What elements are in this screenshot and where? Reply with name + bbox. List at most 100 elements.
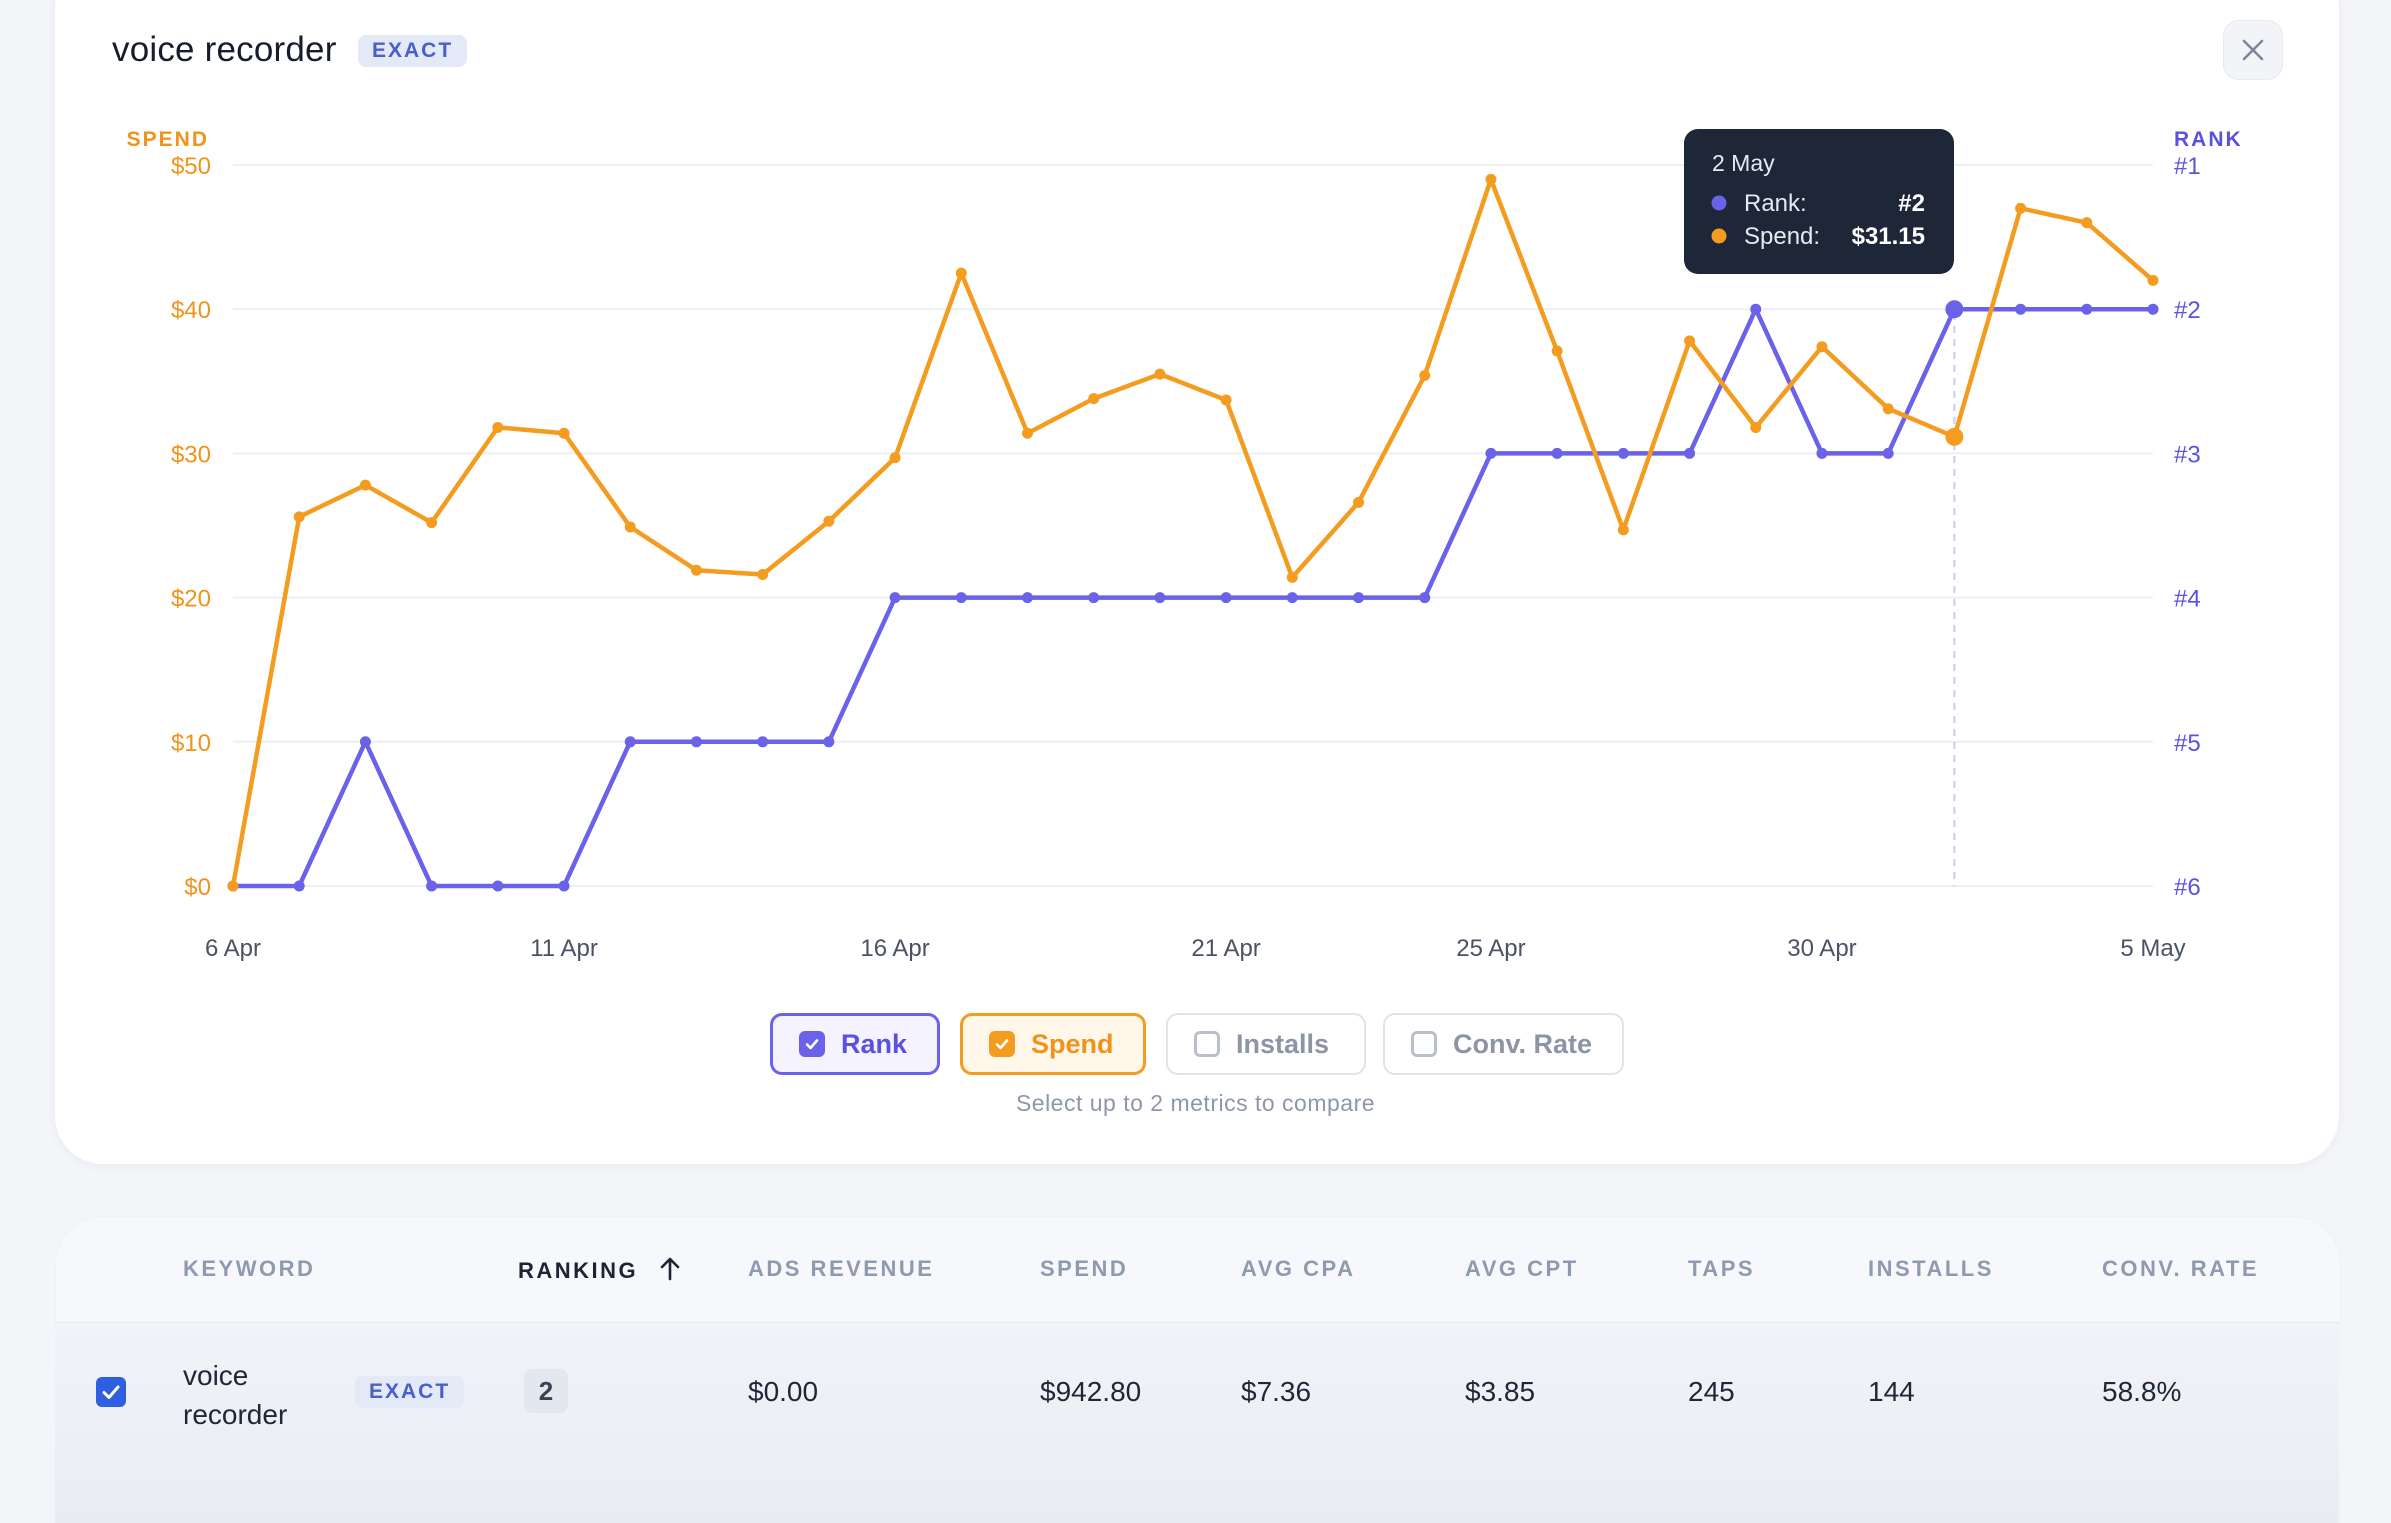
row-avg-cpt: $3.85 — [1465, 1376, 1536, 1407]
data-point-spend — [1353, 496, 1365, 508]
row-checkbox[interactable] — [96, 1377, 126, 1407]
data-point-spend — [1882, 403, 1894, 415]
data-point-spend — [955, 267, 967, 279]
data-point-rank — [492, 880, 504, 892]
column-header-conv-rate[interactable]: CONV. RATE — [2102, 1256, 2260, 1281]
data-point-spend — [823, 515, 835, 527]
legend-label: Rank — [841, 1028, 908, 1059]
legend-toggle-conv-rate[interactable]: Conv. Rate — [1383, 1013, 1624, 1075]
data-point-rank — [1485, 447, 1497, 459]
data-point-rank — [1021, 592, 1033, 604]
data-point-spend — [1617, 524, 1629, 536]
tooltip-label: Spend: — [1744, 223, 1820, 250]
checkbox-empty-icon — [1194, 1031, 1220, 1057]
match-type-badge: EXACT — [358, 35, 468, 67]
tooltip-date: 2 May — [1712, 150, 1775, 176]
row-spend: $942.80 — [1040, 1376, 1142, 1407]
data-point-spend — [757, 569, 769, 581]
x-tick-label: 25 Apr — [1456, 935, 1525, 962]
checkmark-icon — [102, 1385, 120, 1399]
x-tick-label: 6 Apr — [205, 935, 261, 962]
column-header-avg-cpt[interactable]: AVG CPT — [1465, 1256, 1579, 1281]
data-point-rank — [426, 880, 438, 892]
data-point-spend — [1945, 427, 1964, 446]
row-keyword-line: voice — [183, 1360, 249, 1391]
data-point-spend — [1021, 427, 1033, 439]
data-point-spend — [889, 452, 901, 464]
data-point-rank — [558, 880, 570, 892]
tooltip-value: $31.15 — [1852, 223, 1925, 250]
data-point-spend — [293, 511, 305, 523]
data-point-spend — [2015, 202, 2027, 214]
tooltip-swatch — [1711, 228, 1727, 244]
data-point-rank — [1220, 592, 1232, 604]
tooltip-label: Rank: — [1744, 190, 1807, 217]
row-keyword-line: recorder — [183, 1399, 288, 1430]
data-point-spend — [1684, 335, 1696, 347]
legend-label: Spend — [1031, 1028, 1114, 1059]
data-point-spend — [1220, 394, 1232, 406]
y-right-tick-label: #2 — [2174, 297, 2201, 324]
column-header-avg-cpa[interactable]: AVG CPA — [1241, 1256, 1356, 1281]
tooltip-swatch — [1711, 195, 1727, 211]
column-header-taps[interactable]: TAPS — [1688, 1256, 1756, 1281]
row-ranking: 2 — [524, 1369, 568, 1413]
data-point-rank — [2081, 303, 2093, 315]
data-point-rank — [2015, 303, 2027, 315]
legend-toggle-installs[interactable]: Installs — [1166, 1013, 1366, 1075]
x-tick-label: 16 Apr — [860, 935, 929, 962]
data-point-rank — [1286, 592, 1298, 604]
column-header-spend[interactable]: SPEND — [1040, 1256, 1129, 1281]
data-point-rank — [1551, 447, 1563, 459]
data-point-rank — [1617, 447, 1629, 459]
data-point-spend — [227, 880, 239, 892]
y-right-tick-label: #5 — [2174, 730, 2201, 757]
column-header-ads-revenue[interactable]: ADS REVENUE — [748, 1256, 935, 1281]
y-right-tick-label: #4 — [2174, 586, 2201, 613]
tooltip-box — [1684, 129, 1954, 274]
data-point-rank — [823, 736, 835, 748]
data-point-rank — [293, 880, 305, 892]
data-point-spend — [690, 564, 702, 576]
data-point-rank — [1353, 592, 1365, 604]
keyword-title: voice recorder — [112, 30, 337, 69]
data-point-rank — [757, 736, 769, 748]
data-point-rank — [1684, 447, 1696, 459]
y-left-tick-label: $40 — [171, 297, 211, 324]
data-point-rank — [889, 592, 901, 604]
data-point-spend — [359, 479, 371, 491]
data-point-spend — [1816, 341, 1828, 353]
data-point-spend — [426, 517, 438, 529]
data-point-spend — [1419, 370, 1431, 382]
data-point-rank — [690, 736, 702, 748]
data-point-rank — [359, 736, 371, 748]
data-point-rank — [624, 736, 636, 748]
y-right-tick-label: #6 — [2174, 874, 2201, 901]
y-left-axis-label: SPEND — [127, 128, 209, 151]
data-point-spend — [2081, 217, 2093, 229]
column-header-ranking[interactable]: RANKING — [518, 1256, 683, 1284]
x-tick-label: 5 May — [2120, 935, 2185, 962]
x-tick-label: 30 Apr — [1787, 935, 1856, 962]
data-point-spend — [1750, 421, 1762, 433]
series-line-rank — [230, 306, 2156, 889]
y-right-axis-label: RANK — [2174, 128, 2243, 151]
close-icon — [2242, 39, 2264, 61]
column-header-installs[interactable]: INSTALLS — [1868, 1256, 1994, 1281]
series-line-spend — [230, 177, 2156, 889]
legend-toggle-rank[interactable]: Rank — [770, 1013, 940, 1075]
column-header-label: RANKING — [518, 1258, 639, 1283]
table-row[interactable] — [55, 1322, 2339, 1523]
data-point-spend — [2147, 274, 2159, 286]
row-taps: 245 — [1688, 1376, 1735, 1407]
row-conv-rate: 58.8% — [2102, 1376, 2182, 1407]
legend-hint: Select up to 2 metrics to compare — [1015, 1090, 1376, 1116]
legend-toggle-spend[interactable]: Spend — [960, 1013, 1146, 1075]
data-point-rank — [1882, 447, 1894, 459]
close-button[interactable] — [2223, 20, 2283, 80]
column-header-keyword[interactable]: KEYWORD — [183, 1256, 316, 1281]
data-point-spend — [492, 421, 504, 433]
tooltip-value: #2 — [1898, 190, 1925, 217]
keyword-detail-card — [55, 0, 2339, 1164]
data-point-rank — [1816, 447, 1828, 459]
